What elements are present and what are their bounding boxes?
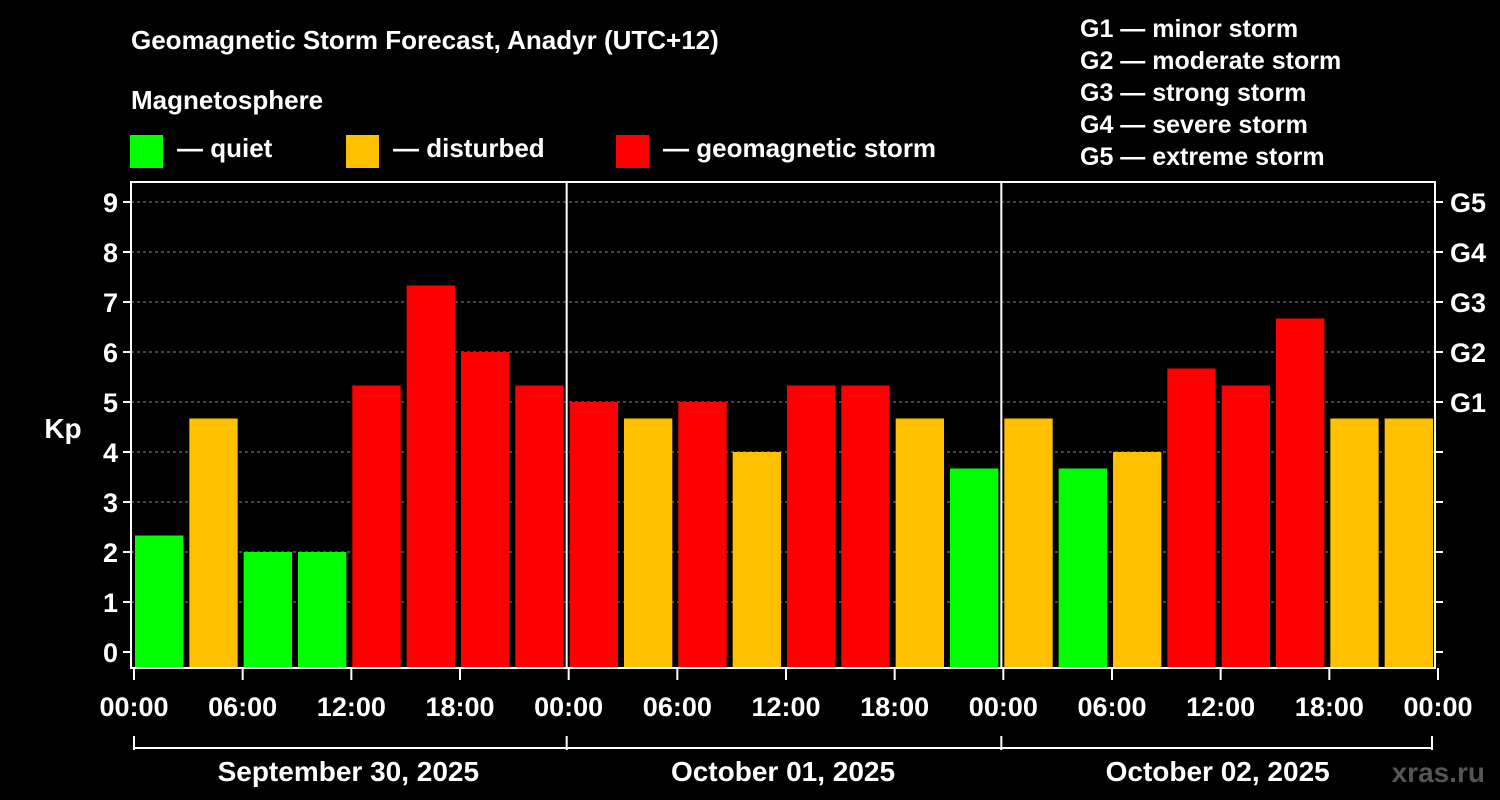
x-tick-label: 12:00 bbox=[751, 692, 820, 722]
kp-bar bbox=[624, 418, 673, 668]
kp-bar bbox=[569, 402, 618, 668]
kp-bar bbox=[895, 418, 944, 668]
kp-bar bbox=[243, 552, 292, 668]
y-tick-label: 0 bbox=[103, 638, 118, 668]
kp-bar bbox=[950, 468, 999, 668]
y-tick-label: 3 bbox=[103, 488, 118, 518]
y-tick-label: 9 bbox=[103, 188, 118, 218]
watermark: xras.ru bbox=[1392, 757, 1485, 788]
y-tick-label: 1 bbox=[103, 588, 118, 618]
y-tick-label: 4 bbox=[103, 438, 118, 468]
scale-legend-g3: G3 — strong storm bbox=[1080, 79, 1306, 107]
kp-bar bbox=[135, 535, 184, 668]
date-label: September 30, 2025 bbox=[218, 756, 480, 787]
y-tick-label: 2 bbox=[103, 538, 118, 568]
kp-bar bbox=[1058, 468, 1107, 668]
x-tick-label: 06:00 bbox=[643, 692, 712, 722]
legend-title: Magnetosphere bbox=[131, 85, 323, 115]
scale-legend-g4: G4 — severe storm bbox=[1080, 111, 1308, 139]
kp-bar bbox=[1113, 452, 1162, 668]
date-label: October 01, 2025 bbox=[671, 756, 895, 787]
date-label: October 02, 2025 bbox=[1106, 756, 1330, 787]
y-tick-label: 5 bbox=[103, 388, 118, 418]
g-scale-label: G4 bbox=[1450, 238, 1486, 268]
legend-swatch-quiet bbox=[130, 135, 163, 168]
y-axis-label: Kp bbox=[44, 413, 81, 444]
y-tick-label: 8 bbox=[103, 238, 118, 268]
legend-swatch-storm bbox=[616, 135, 649, 168]
kp-bar bbox=[1330, 418, 1379, 668]
kp-bar bbox=[1384, 418, 1433, 668]
kp-bar bbox=[352, 385, 401, 668]
kp-bar bbox=[841, 385, 890, 668]
kp-bar bbox=[1221, 385, 1270, 668]
kp-bar bbox=[1004, 418, 1053, 668]
x-tick-label: 06:00 bbox=[208, 692, 277, 722]
g-scale-label: G1 bbox=[1450, 388, 1486, 418]
kp-bar bbox=[461, 352, 510, 668]
plot-frame bbox=[130, 181, 1436, 669]
kp-bar bbox=[298, 552, 347, 668]
g-scale-label: G3 bbox=[1450, 288, 1486, 318]
x-tick-label: 18:00 bbox=[425, 692, 494, 722]
kp-bar bbox=[406, 285, 455, 668]
legend-label-quiet: — quiet bbox=[177, 133, 273, 163]
x-tick-label: 12:00 bbox=[317, 692, 386, 722]
x-tick-label: 00:00 bbox=[99, 692, 168, 722]
kp-bar bbox=[678, 402, 727, 668]
x-tick-label: 00:00 bbox=[1403, 692, 1472, 722]
kp-bar bbox=[515, 385, 564, 668]
chart-title: Geomagnetic Storm Forecast, Anadyr (UTC+… bbox=[131, 25, 719, 55]
kp-bar bbox=[787, 385, 836, 668]
legend-label-disturbed: — disturbed bbox=[393, 133, 545, 163]
kp-bar bbox=[189, 418, 238, 668]
y-tick-label: 6 bbox=[103, 338, 118, 368]
legend-swatch-disturbed bbox=[346, 135, 379, 168]
g-scale-label: G5 bbox=[1450, 188, 1486, 218]
x-tick-label: 00:00 bbox=[969, 692, 1038, 722]
legend-label-storm: — geomagnetic storm bbox=[663, 133, 936, 163]
x-tick-label: 18:00 bbox=[860, 692, 929, 722]
kp-bar bbox=[1276, 318, 1325, 668]
kp-bar bbox=[732, 452, 781, 668]
x-tick-label: 00:00 bbox=[534, 692, 603, 722]
g-scale-label: G2 bbox=[1450, 338, 1486, 368]
scale-legend-g2: G2 — moderate storm bbox=[1080, 47, 1341, 75]
y-tick-label: 7 bbox=[103, 288, 118, 318]
x-tick-label: 06:00 bbox=[1077, 692, 1146, 722]
x-tick-label: 12:00 bbox=[1186, 692, 1255, 722]
scale-legend-g5: G5 — extreme storm bbox=[1080, 143, 1325, 171]
x-tick-label: 18:00 bbox=[1295, 692, 1364, 722]
kp-bar bbox=[1167, 368, 1216, 668]
scale-legend-g1: G1 — minor storm bbox=[1080, 15, 1298, 43]
